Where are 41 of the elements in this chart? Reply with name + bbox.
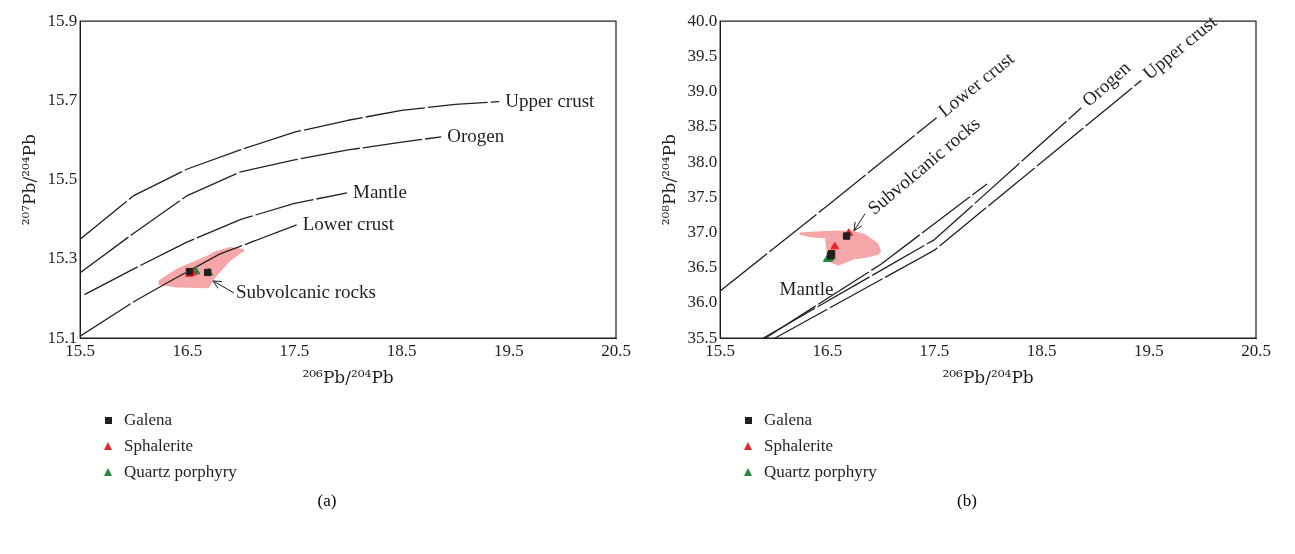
x-tick-label: 19.5 xyxy=(1133,340,1164,360)
text: (b) xyxy=(956,491,978,511)
series-label: Mantle xyxy=(779,278,834,300)
x-tick-label: 20.5 xyxy=(1241,340,1271,360)
y-tick-label: 15.3 xyxy=(47,248,78,268)
y-tick-label: 39.5 xyxy=(687,45,718,65)
y-tick-label: 37.5 xyxy=(687,186,718,206)
y-tick-label: 38.0 xyxy=(687,151,718,171)
x-tick-label: 19.5 xyxy=(493,340,524,360)
y-axis-title: ²⁰⁷Pb/²⁰⁴Pb xyxy=(18,133,39,226)
y-tick-label: 15.7 xyxy=(47,89,78,109)
x-tick-label: 18.5 xyxy=(1026,340,1057,360)
y-tick-label: 37.0 xyxy=(687,222,718,241)
y-tick-label: 15.5 xyxy=(47,169,78,189)
series-label: Lower crust xyxy=(302,212,395,234)
x-tick-label: 18.5 xyxy=(386,340,417,360)
y-tick-label: 15.9 xyxy=(47,10,78,30)
legend-label: Galena xyxy=(124,409,173,431)
y-tick-label: 38.5 xyxy=(687,116,718,136)
y-tick-label: 40.0 xyxy=(687,10,718,30)
series-label: Upper crust xyxy=(505,89,596,111)
legend-label: Quartz porphyry xyxy=(764,461,877,483)
x-axis-title: ²⁰⁶Pb/²⁰⁴Pb xyxy=(302,367,394,388)
legend-label: Sphalerite xyxy=(764,435,833,457)
y-tick-label: 39.0 xyxy=(687,81,718,101)
legend-label: Sphalerite xyxy=(124,435,193,457)
x-axis-title: ²⁰⁶Pb/²⁰⁴Pb xyxy=(942,367,1034,388)
y-axis-title: ²⁰⁸Pb/²⁰⁴Pb xyxy=(658,133,679,226)
x-tick-label: 17.5 xyxy=(279,340,310,360)
series-label: Orogen xyxy=(447,124,505,146)
text: (a) xyxy=(316,491,338,511)
x-tick-label: 17.5 xyxy=(919,340,950,360)
x-tick-label: 20.5 xyxy=(601,340,631,360)
legend-label: Quartz porphyry xyxy=(124,461,237,483)
y-tick-label: 36.5 xyxy=(687,257,718,277)
legend-label: Galena xyxy=(764,409,813,431)
x-tick-label: 16.5 xyxy=(812,340,843,360)
y-tick-label: 36.0 xyxy=(687,292,718,312)
series-label: Mantle xyxy=(353,180,407,202)
x-tick-label: 16.5 xyxy=(172,340,203,360)
annotation: Subvolcanic rocks xyxy=(235,280,376,302)
